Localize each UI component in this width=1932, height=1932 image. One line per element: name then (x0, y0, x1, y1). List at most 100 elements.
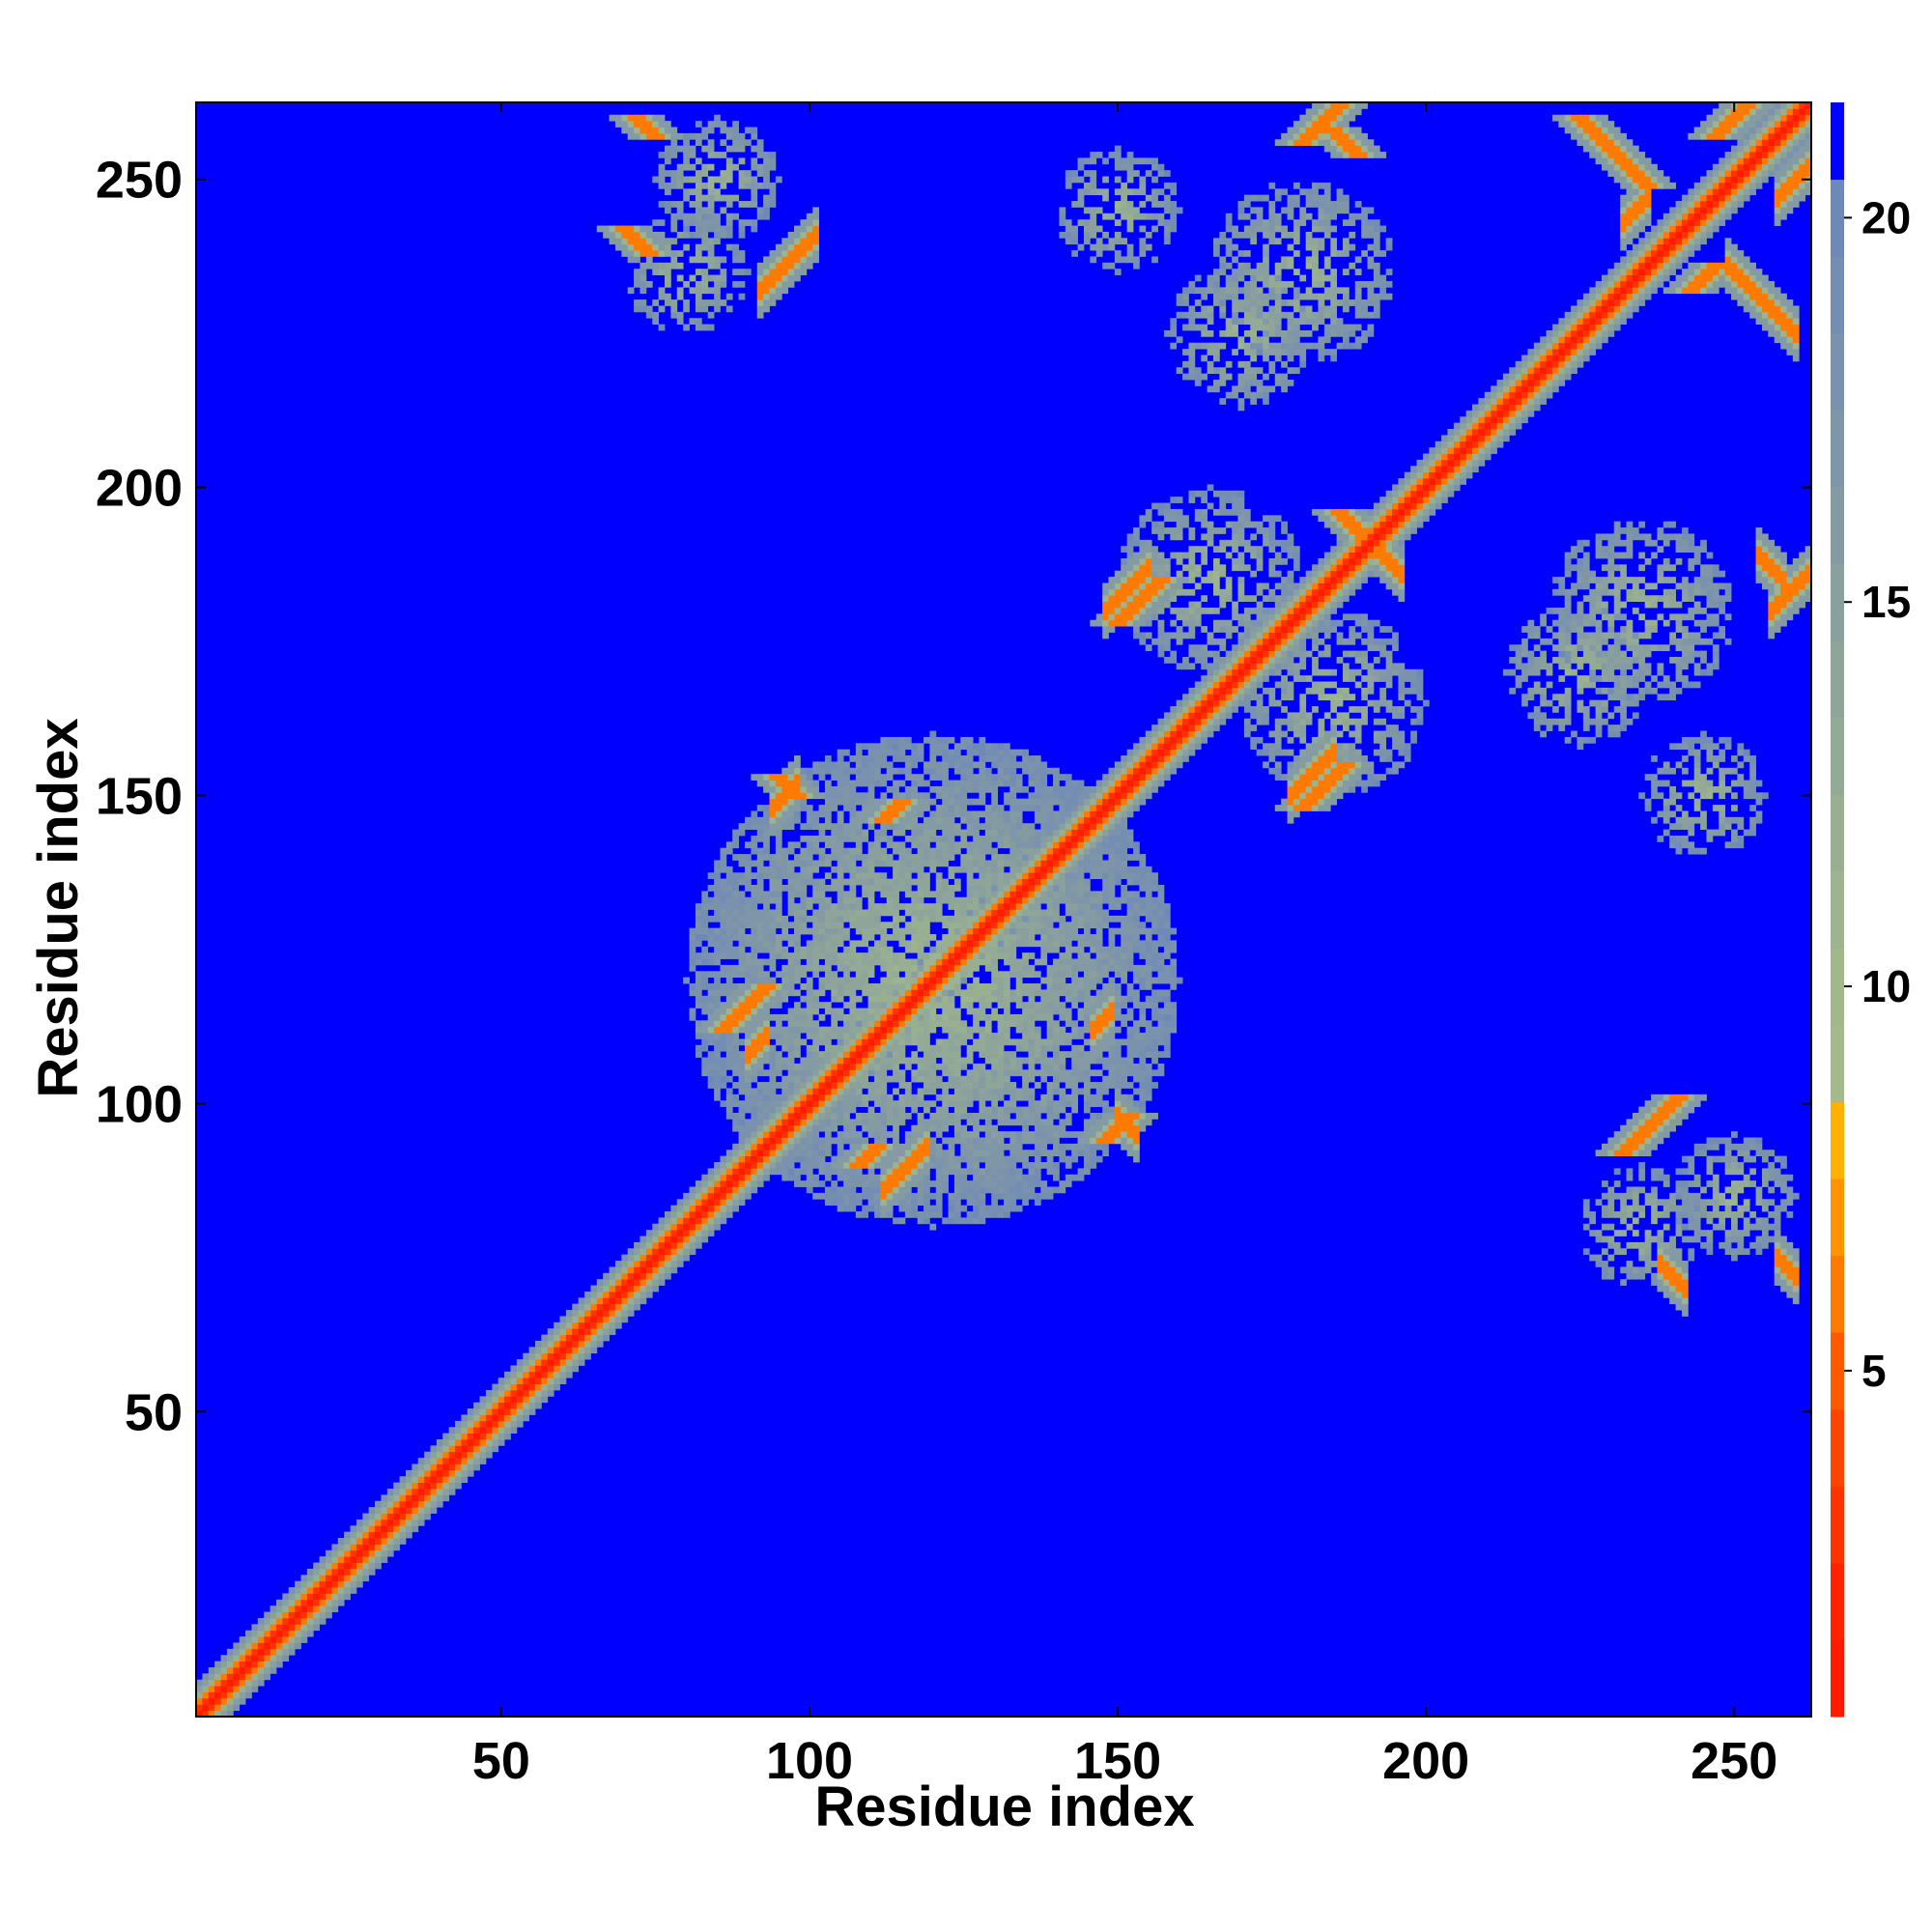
heatmap-cell (1688, 1254, 1695, 1262)
heatmap-cell (738, 1131, 752, 1138)
heatmap-cell (849, 1075, 857, 1083)
heatmap-cell (448, 1482, 456, 1490)
heatmap-cell (862, 1186, 881, 1194)
heatmap-cell (319, 1556, 327, 1563)
heatmap-cell (818, 1100, 826, 1107)
heatmap-cell (1706, 1199, 1719, 1207)
heatmap-cell (966, 958, 992, 966)
heatmap-cell (497, 1402, 505, 1409)
heatmap-cell (676, 1248, 684, 1256)
heatmap-cell (1693, 749, 1701, 756)
heatmap-cell (849, 1057, 857, 1065)
heatmap-cell (824, 909, 857, 917)
heatmap-cell (849, 1038, 857, 1046)
heatmap-cell (1662, 761, 1670, 769)
heatmap-cell (226, 1661, 234, 1668)
heatmap-cell (794, 1075, 801, 1083)
heatmap-cell (1688, 1155, 1695, 1163)
heatmap-cell (744, 816, 770, 824)
heatmap-cell (479, 1433, 487, 1440)
heatmap-cell (701, 971, 709, 979)
heatmap-cell (1040, 805, 1054, 811)
heatmap-cell (849, 1124, 857, 1132)
heatmap-cell (837, 891, 844, 898)
heatmap-cell (880, 1063, 894, 1070)
heatmap-cell (818, 1063, 826, 1070)
heatmap-cell (1749, 761, 1756, 769)
heatmap-cell (1059, 927, 1078, 935)
heatmap-cell (923, 1013, 930, 1021)
heatmap-cell (867, 1180, 881, 1187)
heatmap-cell (689, 1205, 696, 1212)
heatmap-cell (375, 1531, 382, 1539)
heatmap-cell (1059, 884, 1066, 892)
heatmap-cell (1034, 780, 1041, 787)
heatmap-cell (997, 829, 1005, 837)
heatmap-cell (935, 1150, 943, 1157)
heatmap-cell (1133, 964, 1152, 972)
heatmap-cell (886, 743, 894, 751)
heatmap-cell (1015, 1088, 1023, 1095)
heatmap-cell (1638, 1248, 1646, 1256)
heatmap-cell (1577, 743, 1584, 751)
heatmap-cell (1015, 1002, 1023, 1009)
heatmap-cell (725, 1168, 733, 1176)
heatmap-cell (800, 922, 808, 929)
heatmap-cell (1133, 903, 1140, 910)
heatmap-cell (763, 774, 770, 781)
heatmap-cell (837, 983, 844, 990)
heatmap-cell (1004, 934, 1017, 941)
heatmap-cell (929, 810, 937, 818)
heatmap-cell (1669, 767, 1676, 775)
heatmap-cell (1004, 1106, 1023, 1114)
heatmap-cell (1700, 810, 1707, 818)
heatmap-cell (948, 995, 955, 1003)
heatmap-cell (1108, 958, 1116, 966)
heatmap-cell (1662, 798, 1676, 806)
heatmap-cell (251, 1666, 259, 1674)
heatmap-cell (1151, 724, 1158, 731)
heatmap-cell (1040, 891, 1048, 898)
heatmap-cell (824, 798, 850, 806)
heatmap-cell (362, 1531, 370, 1539)
heatmap-cell (837, 1008, 844, 1015)
heatmap-cell (1786, 1279, 1794, 1286)
heatmap-cell (1059, 1100, 1066, 1107)
heatmap-cell (1755, 780, 1763, 787)
heatmap-cell (781, 785, 801, 793)
heatmap-cell (1053, 1088, 1060, 1095)
heatmap-cell (1719, 1192, 1726, 1200)
heatmap-cell (1090, 1137, 1097, 1145)
heatmap-cell (756, 1174, 764, 1181)
heatmap-cell (1293, 724, 1300, 731)
heatmap-cell (720, 1075, 727, 1083)
heatmap-cell (953, 1131, 961, 1138)
heatmap-cell (1114, 854, 1122, 861)
heatmap-cell (953, 940, 961, 948)
heatmap-cell (430, 1500, 438, 1508)
heatmap-cell (1004, 743, 1010, 751)
heatmap-cell (547, 1383, 554, 1391)
heatmap-cell (707, 1180, 715, 1187)
heatmap-cell (953, 1211, 961, 1218)
heatmap-cell (966, 934, 974, 941)
heatmap-cell (880, 1106, 888, 1114)
heatmap-cell (1743, 1155, 1750, 1163)
heatmap-cell (893, 1161, 899, 1169)
heatmap-cell (1318, 780, 1338, 787)
heatmap-cell (1102, 810, 1109, 818)
heatmap-cell (1046, 1137, 1054, 1145)
heatmap-cell (1293, 774, 1300, 781)
heatmap-cell (831, 1106, 844, 1114)
heatmap-cell (1034, 774, 1041, 781)
heatmap-cell (1126, 1069, 1152, 1077)
heatmap-cell (430, 1489, 438, 1495)
heatmap-cell (1015, 829, 1036, 837)
heatmap-cell (831, 1063, 838, 1070)
heatmap-cell (917, 958, 924, 966)
heatmap-cell (929, 847, 937, 855)
heatmap-cell (337, 1556, 345, 1563)
heatmap-cell (1243, 687, 1251, 695)
heatmap-cell (1219, 718, 1227, 725)
heatmap-cell (948, 1143, 955, 1151)
